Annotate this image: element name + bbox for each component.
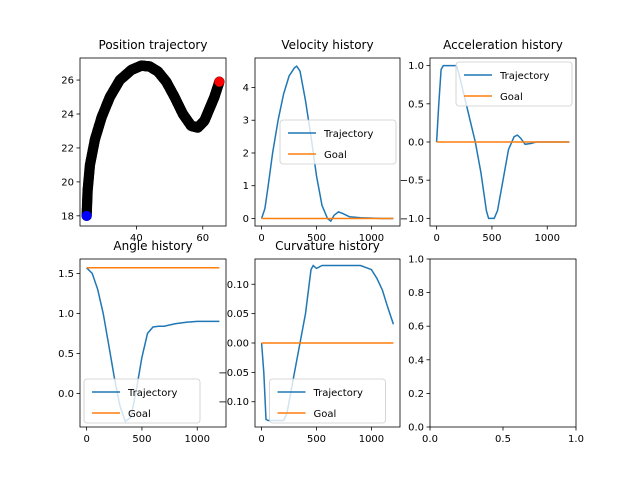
chart-title: Acceleration history — [443, 38, 563, 52]
legend-label: Trajectory — [499, 71, 549, 82]
x-tick-label: 0 — [258, 233, 264, 244]
x-tick-label: 0.0 — [422, 434, 438, 445]
legend-label: Trajectory — [313, 388, 363, 399]
chart-title: Curvature history — [275, 239, 380, 253]
x-tick-label: 40 — [130, 233, 143, 244]
x-tick-label: 0 — [433, 233, 439, 244]
legend: Trajectory Goal — [279, 119, 397, 165]
start-marker — [81, 210, 92, 221]
x-tick-label: 0 — [258, 434, 264, 445]
legend-box — [455, 61, 573, 107]
legend-label: Goal — [324, 150, 347, 161]
subplot-6: 0.0 0.5 1.0 0.0 0.2 0.4 0.6 0.8 1.0 — [408, 255, 584, 446]
subplot-2: 0 500 1000 0 1 2 3 4 Velocity history Trajectory G… — [243, 38, 401, 244]
y-tick-label: 2 — [243, 148, 249, 159]
y-tick-label: −1.0 — [400, 214, 424, 225]
y-tick-label: 1 — [243, 181, 249, 192]
x-tick-label: 0.5 — [495, 434, 511, 445]
y-tick-label: 0.5 — [408, 99, 424, 110]
legend-label: Goal — [314, 409, 337, 420]
end-marker — [214, 76, 225, 87]
plot-area — [435, 64, 570, 220]
x-tick-label: 1000 — [185, 434, 210, 445]
legend-label: Trajectory — [323, 129, 373, 140]
chart-title: Angle history — [113, 239, 192, 253]
legend: Trajectory Goal — [455, 61, 573, 107]
x-tick-label: 60 — [196, 233, 209, 244]
y-tick-label: 3 — [243, 116, 249, 127]
legend-box — [279, 119, 397, 165]
y-tick-label: 0.10 — [227, 280, 249, 291]
axes-frame — [254, 57, 401, 227]
y-tick-label: 18 — [61, 211, 74, 222]
subplot-4: 0 500 1000 0.0 0.5 1.0 1.5 Angle history Traject… — [58, 239, 227, 445]
y-tick-label: 0.6 — [408, 322, 424, 333]
x-tick-label: 1000 — [359, 233, 384, 244]
x-tick-label: 1000 — [535, 233, 560, 244]
subplot-3: 0 500 1000 −1.0 −0.5 0.0 0.5 1.0 Acceleration hi… — [400, 38, 577, 244]
x-tick-label: 500 — [307, 434, 326, 445]
y-tick-label: −0.5 — [400, 176, 424, 187]
axes-frame — [79, 57, 227, 227]
series-trajectory-line — [86, 267, 220, 423]
axes-frame — [254, 258, 401, 428]
y-tick-label: 22 — [61, 143, 74, 154]
legend-box — [83, 378, 201, 424]
y-tick-label: 0.05 — [227, 309, 249, 320]
y-tick-label: 0.4 — [408, 355, 424, 366]
plot-area — [86, 267, 220, 423]
axes-frame — [429, 258, 577, 428]
y-tick-label: 0.2 — [408, 389, 424, 400]
y-tick-label: 0.0 — [408, 423, 424, 434]
axes-frame — [429, 57, 577, 227]
legend-label: Trajectory — [127, 388, 177, 399]
x-tick-label: 1.0 — [568, 434, 584, 445]
y-tick-label: −0.05 — [218, 368, 249, 379]
legend-box — [269, 378, 386, 424]
y-tick-label: 0.5 — [58, 349, 74, 360]
y-tick-label: 1.0 — [408, 255, 424, 266]
legend: Trajectory Goal — [83, 378, 201, 424]
plot-area — [81, 60, 225, 222]
y-tick-label: −0.10 — [218, 397, 249, 408]
y-tick-label: 0.0 — [58, 389, 74, 400]
legend-label: Goal — [500, 92, 523, 103]
chart-title: Velocity history — [281, 38, 373, 52]
series-trajectory-line — [435, 64, 570, 220]
y-tick-label: 0 — [243, 214, 249, 225]
subplot-1: 40 60 18 20 22 24 26 Position trajectory — [61, 38, 227, 244]
x-tick-label: 0 — [83, 434, 89, 445]
y-tick-label: 0.8 — [408, 288, 424, 299]
x-tick-label: 500 — [132, 434, 151, 445]
x-tick-label: 500 — [482, 233, 501, 244]
legend-label: Goal — [128, 409, 151, 420]
y-tick-label: 20 — [61, 177, 74, 188]
axes-frame — [79, 258, 227, 428]
subplot-5: 0 500 1000 −0.10 −0.05 0.00 0.05 0.10 Curvature … — [218, 239, 401, 445]
y-tick-label: 1.0 — [58, 309, 74, 320]
legend: Trajectory Goal — [269, 378, 386, 424]
y-tick-label: 0.0 — [408, 138, 424, 149]
y-tick-label: 4 — [243, 83, 249, 94]
x-tick-label: 500 — [307, 233, 326, 244]
y-tick-label: 1.0 — [408, 61, 424, 72]
y-tick-label: 0.00 — [227, 339, 249, 350]
chart-title: Position trajectory — [99, 38, 208, 52]
x-tick-label: 1000 — [359, 434, 384, 445]
y-tick-label: 26 — [61, 76, 74, 87]
y-tick-label: 1.5 — [58, 269, 74, 280]
y-tick-label: 24 — [61, 110, 74, 121]
